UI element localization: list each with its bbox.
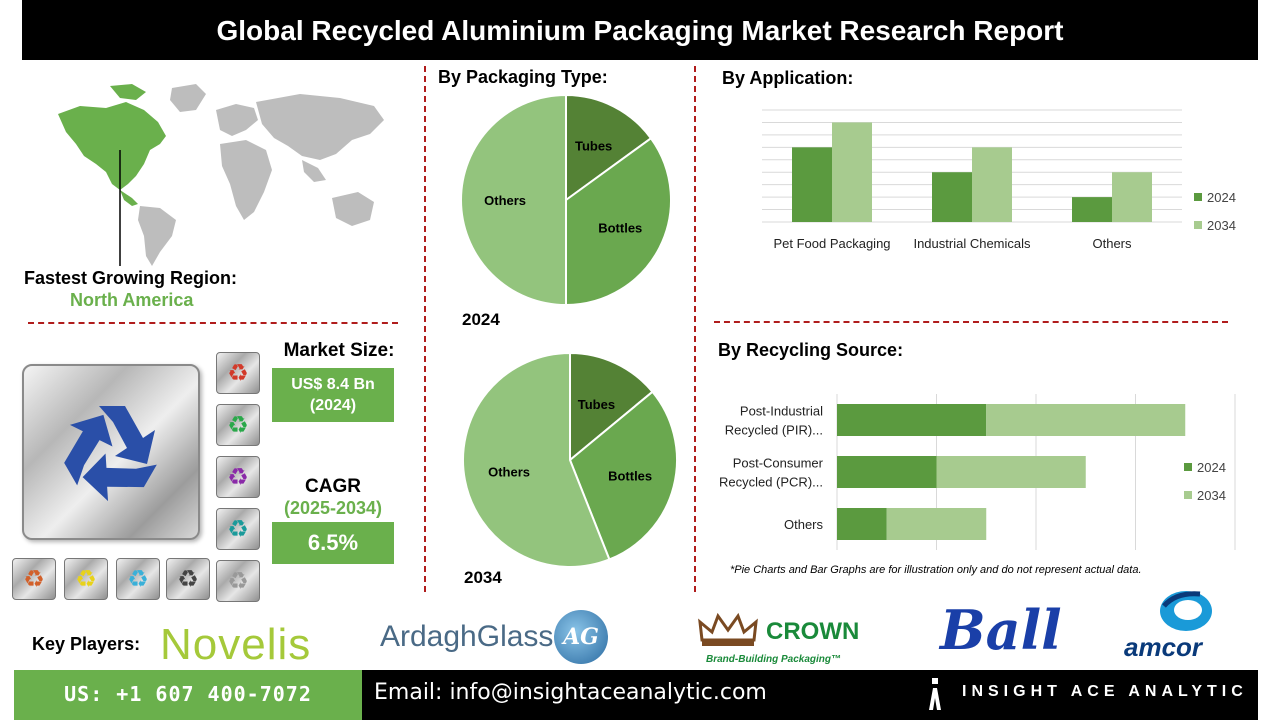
crown-icon — [698, 612, 758, 646]
application-bar-chart: Pet Food Packaging Industrial Chemicals Ot… — [762, 109, 1236, 251]
bar-2024 — [1072, 197, 1112, 222]
bar-2024 — [837, 404, 987, 436]
legend-label: 2034 — [1197, 488, 1226, 503]
recycle-icon: ♻ — [166, 558, 210, 600]
pie-label: Bottles — [598, 221, 642, 236]
pie-2024-year: 2024 — [462, 310, 500, 329]
crown-tagline: Brand-Building Packaging™ — [706, 654, 842, 665]
recycle-icon: ♻ — [64, 558, 108, 600]
ardagh-emblem-icon: AG — [554, 610, 608, 664]
footer-brand: INSIGHT ACE ANALYTIC — [962, 683, 1248, 700]
pie-label: Others — [484, 193, 526, 208]
pie-slice-others — [460, 93, 567, 307]
world-map-icon — [58, 84, 384, 266]
bar-2034 — [1112, 172, 1152, 222]
pie-label: Others — [488, 465, 530, 480]
market-size-label: Market Size: — [283, 340, 395, 361]
recycling-source-bar-chart: Post-Industrial Recycled (PIR)... Post-Con… — [719, 394, 1236, 550]
pie-label: Bottles — [608, 468, 652, 483]
ardagh-logo: ArdaghGlass — [380, 620, 554, 653]
packaging-type-title: By Packaging Type: — [438, 67, 608, 87]
key-players-label: Key Players: — [32, 634, 141, 654]
fastest-region-label: Fastest Growing Region: — [24, 268, 238, 288]
ball-logo: Ball — [940, 598, 1062, 662]
pie-2034-year: 2034 — [464, 568, 502, 587]
footer-phone: US: +1 607 400-7072 — [14, 670, 362, 720]
legend-swatch — [1184, 491, 1192, 499]
bar-2024 — [837, 456, 937, 488]
bar-2024 — [792, 147, 832, 222]
pie-chart-2024: Tubes Bottles Others — [460, 93, 672, 307]
recycle-icon — [22, 364, 200, 540]
pie-label: Tubes — [578, 397, 615, 412]
page-title: Global Recycled Aluminium Packaging Mark… — [22, 0, 1258, 60]
recycling-source-title: By Recycling Source: — [718, 340, 904, 360]
amcor-logo: amcor — [1124, 632, 1203, 662]
category-label: Others — [784, 517, 824, 532]
category-label: Others — [1092, 236, 1132, 251]
bar-2034 — [972, 147, 1012, 222]
application-title: By Application: — [722, 68, 854, 88]
amcor-icon — [1160, 591, 1212, 631]
pie-slice-bottles — [565, 136, 672, 307]
recycle-icon: ♻ — [216, 560, 260, 602]
category-label: Industrial Chemicals — [913, 236, 1031, 251]
recycle-icon: ♻ — [216, 456, 260, 498]
category-label: Post-Consumer — [733, 456, 824, 471]
bar-2034 — [986, 404, 1186, 436]
bar-2024 — [932, 172, 972, 222]
pie-slice-tubes — [565, 93, 653, 202]
category-label: Post-Industrial — [740, 404, 823, 419]
legend-swatch — [1194, 221, 1202, 229]
recycle-icon: ♻ — [116, 558, 160, 600]
recycle-icon: ♻ — [216, 352, 260, 394]
category-label: Recycled (PIR)... — [725, 423, 823, 438]
divider — [694, 66, 696, 592]
divider — [424, 66, 426, 592]
recycle-icon: ♻ — [216, 508, 260, 550]
market-size-box: US$ 8.4 Bn (2024) — [272, 368, 394, 422]
category-label: Pet Food Packaging — [773, 236, 890, 251]
novelis-logo: Novelis — [160, 620, 312, 669]
recycle-icon: ♻ — [216, 404, 260, 446]
market-size-year: (2024) — [309, 397, 357, 414]
legend-swatch — [1194, 193, 1202, 201]
bar-2034 — [832, 122, 872, 222]
crown-logo: CROWN — [766, 618, 860, 645]
bar-2034 — [936, 456, 1086, 488]
footer-email: Email: info@insightaceanalytic.com — [374, 680, 767, 705]
legend-label: 2024 — [1207, 190, 1236, 205]
bar-2034 — [886, 508, 987, 540]
pie-slice-bottles — [568, 390, 678, 561]
legend-label: 2034 — [1207, 218, 1236, 233]
footnote: *Pie Charts and Bar Graphs are for illus… — [730, 564, 1142, 576]
legend-swatch — [1184, 463, 1192, 471]
brand-logo-icon — [929, 678, 941, 710]
cagr-label: CAGR — [305, 476, 361, 497]
cagr-value: 6.5% — [272, 522, 394, 564]
fastest-region-value: North America — [70, 290, 194, 310]
pie-label: Tubes — [575, 139, 612, 154]
recycle-icon: ♻ — [12, 558, 56, 600]
pie-chart-2034: Tubes Bottles Others — [462, 351, 678, 568]
category-label: Recycled (PCR)... — [719, 475, 823, 490]
divider — [714, 321, 1228, 323]
bar-2024 — [837, 508, 887, 540]
market-size-value: US$ 8.4 Bn — [291, 376, 375, 393]
cagr-period: (2025-2034) — [283, 498, 383, 518]
legend-label: 2024 — [1197, 460, 1226, 475]
pie-slice-tubes — [569, 351, 654, 463]
divider — [28, 322, 398, 324]
pie-slice-others — [462, 351, 611, 568]
